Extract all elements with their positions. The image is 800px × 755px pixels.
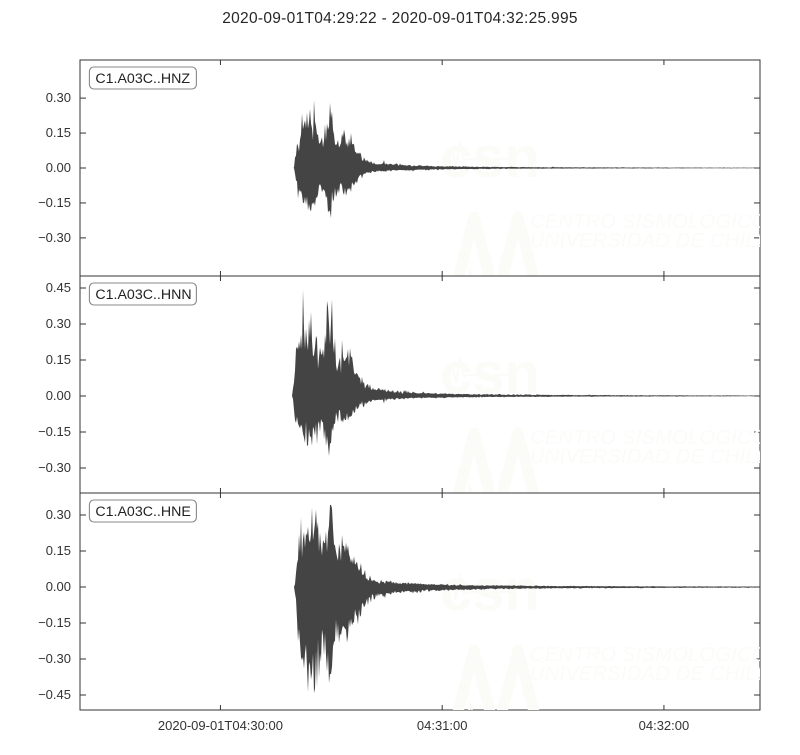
svg-text:−0.15: −0.15: [38, 195, 71, 210]
svg-text:−0.30: −0.30: [38, 230, 71, 245]
svg-text:0.15: 0.15: [46, 352, 71, 367]
svg-text:04:32:00: 04:32:00: [639, 718, 690, 733]
svg-text:0.15: 0.15: [46, 125, 71, 140]
svg-text:−0.45: −0.45: [38, 687, 71, 702]
svg-text:0.30: 0.30: [46, 316, 71, 331]
svg-text:2020-09-01T04:29:22 - 2020-0: 2020-09-01T04:29:22 - 2020-09-01T04:32:2…: [222, 10, 578, 27]
svg-text:C1.A03C..HNZ: C1.A03C..HNZ: [95, 71, 190, 87]
svg-text:0.00: 0.00: [46, 388, 71, 403]
svg-text:−0.30: −0.30: [38, 651, 71, 666]
svg-text:0.30: 0.30: [46, 90, 71, 105]
svg-text:0.30: 0.30: [46, 507, 71, 522]
svg-text:−0.15: −0.15: [38, 424, 71, 439]
svg-text:0.15: 0.15: [46, 543, 71, 558]
svg-text:2020-09-01T04:30:00: 2020-09-01T04:30:00: [158, 718, 283, 733]
svg-text:04:31:00: 04:31:00: [417, 718, 468, 733]
svg-text:0.00: 0.00: [46, 579, 71, 594]
svg-text:C1.A03C..HNE: C1.A03C..HNE: [95, 504, 190, 520]
svg-text:0.45: 0.45: [46, 280, 71, 295]
svg-text:−0.30: −0.30: [38, 460, 71, 475]
svg-text:C1.A03C..HNN: C1.A03C..HNN: [95, 287, 191, 303]
svg-text:0.00: 0.00: [46, 160, 71, 175]
svg-text:−0.15: −0.15: [38, 615, 71, 630]
